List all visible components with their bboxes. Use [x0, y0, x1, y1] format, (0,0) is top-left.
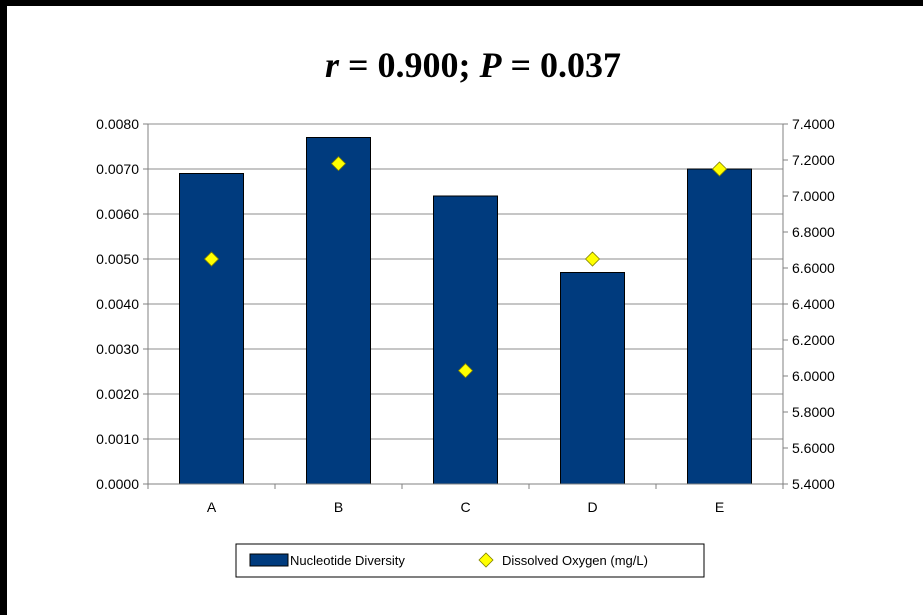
left-axis-ticks: 0.0000 0.0010 0.0020 0.0030 0.0040 0.0050 0.00…	[96, 116, 148, 492]
point-E	[711, 161, 728, 177]
left-tick-label: 0.0050	[96, 251, 139, 267]
left-tick-label: 0.0070	[96, 161, 139, 177]
legend-swatch-point	[478, 552, 494, 568]
title-part: P	[479, 45, 503, 85]
point-D	[584, 251, 601, 267]
left-tick-label: 0.0080	[96, 116, 139, 132]
bar-D	[560, 272, 625, 485]
bar-E	[687, 168, 752, 485]
category-labels: A B C D E	[207, 499, 724, 515]
legend-swatch-bar	[249, 553, 289, 567]
point-C	[457, 363, 474, 379]
right-tick-label: 5.8000	[792, 404, 835, 420]
category-label-A: A	[207, 499, 217, 515]
bar-A	[179, 173, 244, 485]
chart: r = 0.900; P = 0.037 0.00000.00100.00200…	[96, 45, 835, 578]
chart-title-text: r = 0.900; P = 0.037	[325, 45, 621, 85]
category-label-B: B	[334, 499, 343, 515]
right-tick-label: 7.0000	[792, 188, 835, 204]
left-tick-label: 0.0010	[96, 431, 139, 447]
scatter-series	[203, 156, 728, 379]
bar-series	[179, 137, 752, 485]
left-tick-label: 0.0000	[96, 476, 139, 492]
legend-box	[235, 543, 705, 578]
left-tick-label: 0.0040	[96, 296, 139, 312]
legend-label-bar: Nucleotide Diversity	[290, 553, 405, 568]
right-tick-label: 7.4000	[792, 116, 835, 132]
title-part: = 0.037	[502, 45, 622, 85]
chart-panel: r = 0.900; P = 0.037 0.0000 0.0010 0.0020 0…	[7, 6, 923, 615]
legend-label-point: Dissolved Oxygen (mg/L)	[502, 553, 648, 568]
right-tick-label: 5.6000	[792, 440, 835, 456]
bar-B	[306, 137, 371, 485]
right-tick-label: 7.2000	[792, 152, 835, 168]
right-tick-label: 6.4000	[792, 296, 835, 312]
category-label-D: D	[587, 499, 597, 515]
left-tick-label: 0.0060	[96, 206, 139, 222]
right-tick-label: 6.6000	[792, 260, 835, 276]
right-tick-label: 6.0000	[792, 368, 835, 384]
right-tick-label: 6.8000	[792, 224, 835, 240]
right-axis-ticks: 5.4000 5.6000 5.8000 6.0000 6.2000 6.4000 6.60…	[783, 116, 835, 492]
bar-C	[433, 195, 498, 485]
title-part: r	[325, 45, 340, 85]
point-B	[330, 156, 347, 172]
category-label-C: C	[460, 499, 470, 515]
right-tick-label: 6.2000	[792, 332, 835, 348]
point-A	[203, 251, 220, 267]
legend: Nucleotide Diversity Dissolved Oxygen (mg…	[235, 543, 705, 578]
category-label-E: E	[715, 499, 724, 515]
chart-title: r = 0.900; P = 0.037	[325, 45, 621, 85]
left-tick-label: 0.0030	[96, 341, 139, 357]
title-part: = 0.900;	[339, 45, 480, 85]
left-tick-label: 0.0020	[96, 386, 139, 402]
right-tick-label: 5.4000	[792, 476, 835, 492]
